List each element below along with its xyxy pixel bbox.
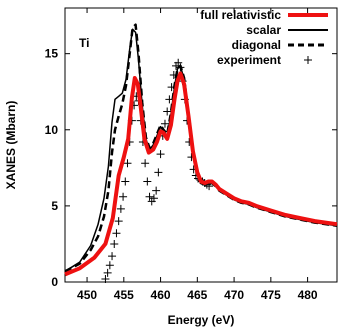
experiment-point (149, 194, 158, 203)
y-axis-title: XANES (Mbarn) (4, 101, 18, 190)
legend-label-scalar: scalar (246, 23, 281, 37)
experiment-point (116, 204, 125, 213)
experiment-point (119, 192, 128, 201)
legend-label-full-relativistic: full relativistic (200, 8, 281, 22)
experiment-point (101, 274, 110, 283)
plot-frame (64, 7, 338, 283)
experiment-point (123, 159, 132, 168)
y-tick-label: 5 (51, 199, 58, 213)
x-tick-label: 455 (114, 288, 134, 302)
x-tick-label: 450 (77, 288, 97, 302)
experiment-point (110, 239, 119, 248)
experiment-point (154, 168, 163, 177)
x-tick-label: 465 (187, 288, 207, 302)
series-scalar (64, 28, 338, 272)
legend-marker-experiment (304, 56, 312, 64)
experiment-point (108, 252, 117, 261)
y-tick-label: 10 (45, 123, 59, 137)
axis-ticks: 450 455 460 465 470 475 480 0 5 10 15 (45, 8, 337, 302)
legend-label-diagonal: diagonal (232, 38, 281, 52)
experiment-point (169, 70, 178, 79)
experiment-point (163, 107, 172, 116)
x-axis-title: Energy (eV) (168, 313, 235, 327)
legend: full relativistic scalar diagonal experi… (200, 8, 328, 67)
experiment-point (160, 119, 169, 128)
x-tick-label: 470 (224, 288, 244, 302)
experiment-point (112, 229, 121, 238)
experiment-point (114, 217, 123, 226)
experiment-point (141, 159, 150, 168)
experiment-point (156, 150, 165, 159)
y-tick-label: 0 (51, 275, 58, 289)
experiment-point (174, 58, 183, 67)
legend-label-experiment: experiment (217, 53, 281, 67)
experiment-point (121, 177, 130, 186)
experiment-point (145, 192, 154, 201)
experiment-point (152, 186, 161, 195)
series-full-relativistic (64, 71, 338, 277)
x-tick-label: 475 (261, 288, 281, 302)
series-layer (64, 23, 338, 283)
x-tick-label: 460 (151, 288, 171, 302)
element-annotation: Ti (79, 36, 89, 50)
y-tick-label: 15 (45, 47, 59, 61)
experiment-point (143, 177, 152, 186)
experiment-point (103, 268, 112, 277)
experiment-point (176, 63, 185, 72)
experiment-point (167, 83, 176, 92)
series-diagonal (64, 23, 338, 273)
x-tick-label: 480 (298, 288, 318, 302)
experiment-point (165, 95, 174, 104)
experiment-point (105, 261, 114, 270)
